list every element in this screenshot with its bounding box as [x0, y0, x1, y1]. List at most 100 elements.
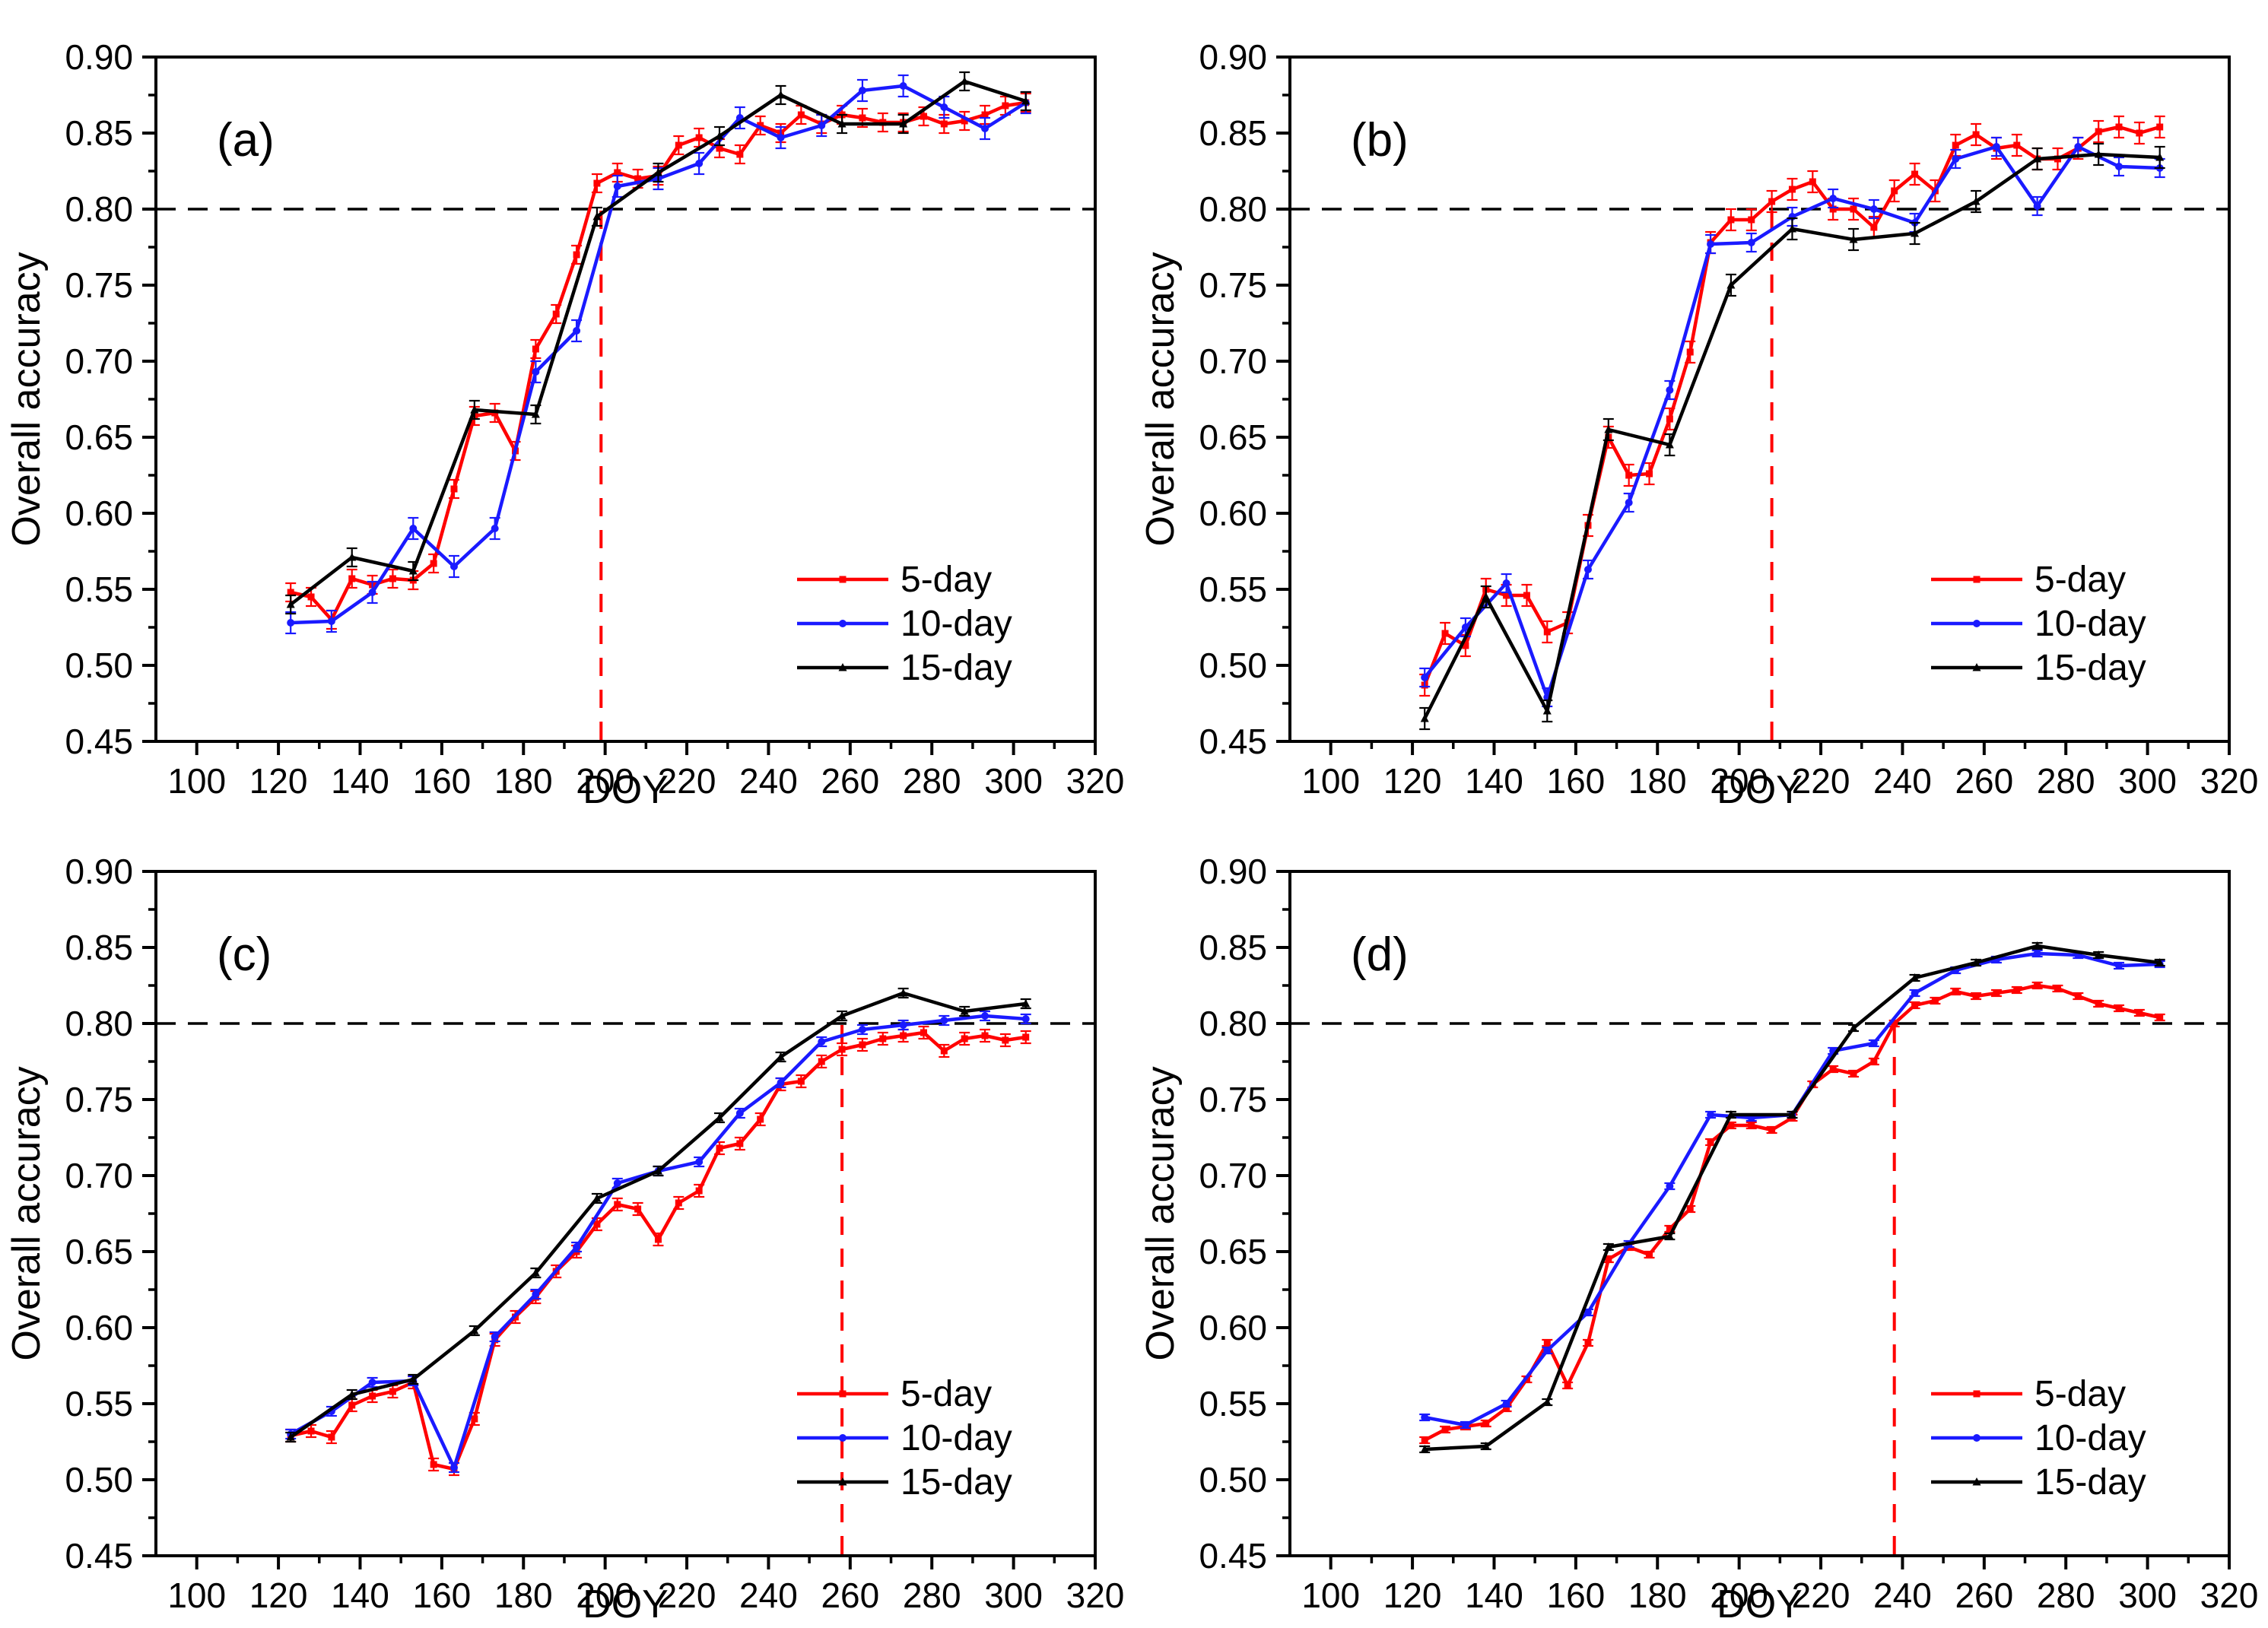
- data-point-marker: [1973, 1434, 1981, 1442]
- y-tick-label: 0.70: [65, 341, 133, 381]
- data-point-marker: [2115, 123, 2123, 131]
- data-point-marker: [1583, 1309, 1592, 1316]
- data-point-marker: [408, 566, 418, 575]
- data-point-marker: [961, 1035, 968, 1042]
- y-tick-label: 0.55: [65, 570, 133, 609]
- data-point-marker: [859, 114, 866, 122]
- data-point-marker: [695, 1187, 703, 1195]
- data-point-marker: [1523, 592, 1530, 599]
- data-point-marker: [1002, 102, 1009, 109]
- data-point-marker: [1972, 1477, 1981, 1486]
- y-tick-label: 0.45: [1199, 722, 1267, 761]
- data-point-marker: [532, 1290, 540, 1298]
- data-point-marker: [348, 1390, 357, 1398]
- data-point-marker: [531, 1268, 540, 1277]
- data-point-marker: [1543, 1339, 1551, 1347]
- data-point-marker: [2074, 992, 2082, 1000]
- data-point-marker: [613, 182, 621, 190]
- data-point-marker: [1992, 143, 2000, 151]
- data-point-marker: [1748, 1122, 1755, 1129]
- data-point-marker: [695, 1158, 704, 1166]
- data-point-marker: [1972, 131, 1980, 138]
- chart-c: 100 120 140 160 180 200 220 240 260 280 300 320 0.45…: [0, 814, 1134, 1628]
- data-point-marker: [470, 405, 479, 414]
- panel-a: 100 120 140 160 180 200 220 240 260 280 300 320 0.45…: [0, 0, 1134, 814]
- panel-label: (d): [1351, 928, 1409, 981]
- data-point-marker: [1850, 1070, 1857, 1077]
- data-point-marker: [695, 134, 703, 141]
- data-point-marker: [960, 77, 969, 85]
- data-point-marker: [2136, 129, 2143, 137]
- data-point-marker: [777, 134, 785, 141]
- data-point-marker: [838, 1477, 847, 1486]
- y-tick-label: 0.50: [1199, 1460, 1267, 1499]
- x-tick-label: 260: [1955, 1576, 2013, 1615]
- x-tick-label: 160: [1546, 1576, 1605, 1615]
- y-tick-label: 0.45: [1199, 1536, 1267, 1576]
- data-point-marker: [1891, 1020, 1898, 1027]
- data-point-marker: [1747, 239, 1755, 246]
- data-point-marker: [1911, 1001, 1919, 1009]
- y-tick-label: 0.70: [65, 1156, 133, 1195]
- data-point-marker: [1972, 663, 1981, 671]
- data-point-marker: [286, 1433, 295, 1441]
- data-point-marker: [1787, 224, 1796, 233]
- data-point-marker: [1869, 205, 1878, 213]
- data-point-marker: [2136, 1009, 2143, 1017]
- y-tick-label: 0.55: [65, 1384, 133, 1423]
- x-tick-label: 220: [1792, 1576, 1850, 1615]
- data-point-marker: [818, 122, 826, 129]
- y-axis-title: Overall accuracy: [1139, 1066, 1183, 1360]
- series-10-day: [1419, 136, 2165, 708]
- data-point-marker: [348, 1401, 356, 1409]
- x-tick-label: 200: [576, 1576, 634, 1615]
- series-15-day: [285, 71, 1031, 615]
- data-point-marker: [960, 1007, 969, 1015]
- data-point-marker: [1707, 240, 1715, 248]
- x-tick-label: 160: [1546, 761, 1605, 801]
- x-tick-label: 140: [1465, 761, 1523, 801]
- data-point-marker: [389, 575, 396, 582]
- x-tick-label: 320: [2200, 1576, 2259, 1615]
- data-point-marker: [1973, 620, 1981, 627]
- data-point-marker: [1849, 1023, 1858, 1032]
- y-axis-title: Overall accuracy: [1139, 252, 1183, 546]
- data-point-marker: [716, 144, 723, 152]
- data-point-marker: [389, 1388, 396, 1395]
- x-tick-label: 240: [739, 761, 798, 801]
- y-tick-label: 0.50: [65, 1460, 133, 1499]
- data-point-marker: [328, 1433, 335, 1441]
- data-point-marker: [1462, 642, 1469, 649]
- y-tick-label: 0.55: [1199, 1384, 1267, 1423]
- data-point-marker: [899, 1021, 907, 1029]
- series-10-day: [1419, 949, 2165, 1430]
- y-tick-label: 0.85: [1199, 113, 1267, 153]
- x-tick-label: 160: [412, 1576, 471, 1615]
- x-tick-label: 180: [494, 1576, 553, 1615]
- x-tick-label: 200: [576, 761, 634, 801]
- data-point-marker: [1891, 187, 1898, 195]
- data-point-marker: [899, 82, 907, 90]
- data-point-marker: [899, 989, 908, 997]
- x-axis-title: DOY: [583, 768, 669, 812]
- data-point-marker: [2115, 163, 2123, 170]
- data-point-marker: [1420, 714, 1429, 722]
- legend-label: 15-day: [2035, 1462, 2146, 1503]
- y-tick-label: 0.85: [65, 113, 133, 153]
- data-point-marker: [839, 620, 847, 627]
- x-tick-label: 140: [1465, 1576, 1523, 1615]
- data-point-marker: [797, 111, 805, 119]
- data-point-marker: [1829, 195, 1838, 202]
- y-tick-label: 0.80: [1199, 1004, 1267, 1043]
- data-point-marker: [2094, 950, 2103, 959]
- x-tick-label: 280: [903, 761, 961, 801]
- data-point-marker: [1646, 470, 1653, 478]
- x-tick-label: 260: [1955, 761, 2013, 801]
- series-15-day: [1419, 941, 2165, 1454]
- data-point-marker: [1584, 1339, 1592, 1347]
- data-point-marker: [1625, 499, 1633, 506]
- data-point-marker: [1768, 1126, 1776, 1134]
- panel-c: 100 120 140 160 180 200 220 240 260 280 300 320 0.45…: [0, 814, 1134, 1628]
- data-point-marker: [348, 575, 356, 582]
